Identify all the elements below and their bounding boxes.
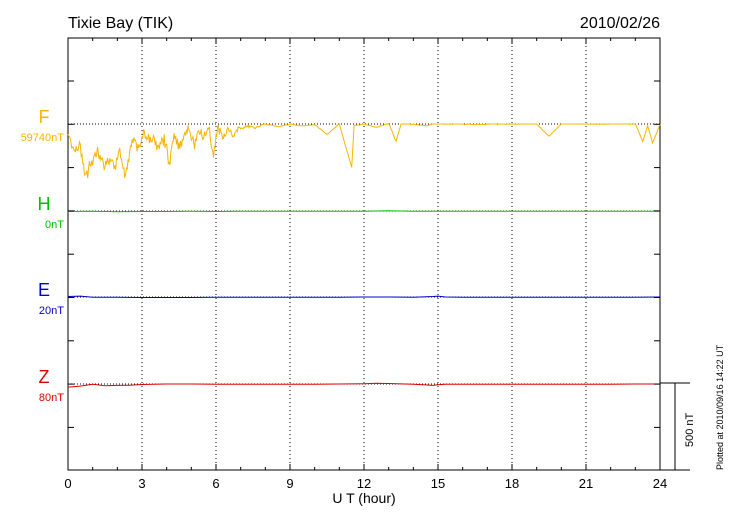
x-tick-label: 24 (653, 476, 667, 491)
chart-title: Tixie Bay (TIK) (68, 15, 173, 32)
x-tick-label: 18 (505, 476, 519, 491)
series-line-h (67, 210, 660, 213)
baseline-label-z: 80nT (39, 392, 64, 404)
x-tick-label: 21 (579, 476, 593, 491)
series-line-z (67, 382, 660, 388)
series-name-f: F (39, 107, 50, 127)
baseline-label-f: 59740nT (21, 132, 65, 144)
x-axis-label: U T (hour) (332, 490, 395, 506)
series-lines (67, 123, 661, 388)
plotted-note: Plotted at 2010/09/16 14:22 UT (715, 344, 725, 470)
series-line-e (67, 295, 661, 298)
axis-ticks: 0 3 6 9 12 15 18 21 24 (64, 38, 667, 491)
x-tick-label: 9 (286, 476, 293, 491)
baseline-label-h: 0nT (45, 219, 64, 231)
series-line-f (67, 123, 661, 179)
series-name-h: H (38, 194, 51, 214)
chart-date: 2010/02/26 (580, 15, 660, 32)
series-name-e: E (38, 280, 50, 300)
baseline-label-e: 20nT (39, 305, 64, 317)
series-name-z: Z (39, 367, 50, 387)
grid-lines (141, 38, 587, 470)
x-tick-label: 6 (212, 476, 219, 491)
scale-bar: 500 nT (660, 382, 696, 471)
x-tick-label: 0 (64, 476, 71, 491)
x-tick-label: 15 (431, 476, 445, 491)
scale-bar-label: 500 nT (684, 412, 696, 447)
x-tick-label: 3 (138, 476, 145, 491)
series-labels: F 59740nT H 0nT E 20nT Z 80nT (21, 107, 65, 404)
x-tick-label: 12 (357, 476, 371, 491)
